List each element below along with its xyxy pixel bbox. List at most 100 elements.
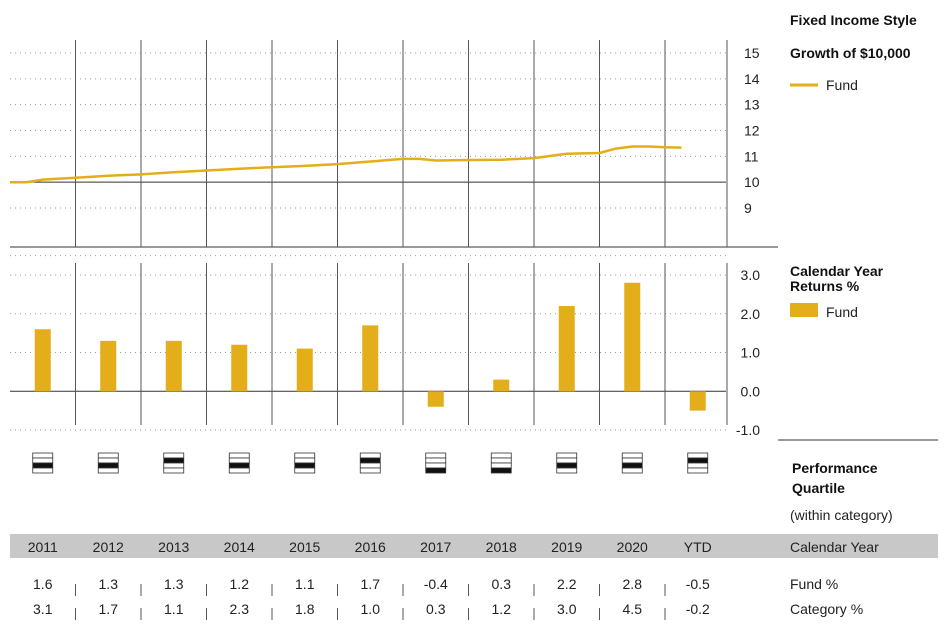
returns-tick-label: -1.0	[736, 422, 760, 438]
fund-return-row: 1.6 1.3 1.3 1.2 1.1 1.7 -0.4 0.3 2.2 2.8 -0.5	[33, 576, 710, 592]
returns-tick-label: 3.0	[741, 267, 761, 283]
fund-return-cell: 1.2	[230, 576, 250, 592]
quartile-cell	[621, 467, 643, 474]
category-return-cell: 0.3	[426, 601, 446, 617]
return-bar-2017	[427, 391, 444, 407]
returns-bars	[34, 282, 706, 411]
year-label: 2019	[551, 539, 582, 555]
fund-return-cell: 1.6	[33, 576, 53, 592]
quartile-cell	[425, 452, 447, 459]
growth-tick-label: 13	[744, 97, 760, 113]
return-bar-2020	[624, 282, 641, 392]
quartile-icon-2019	[556, 452, 578, 474]
quartile-cell	[687, 467, 709, 474]
quartile-icon-2013	[163, 452, 185, 474]
quartile-cell	[97, 467, 119, 474]
fund-return-cell: 1.7	[361, 576, 381, 592]
quartile-icon-2014	[228, 452, 250, 474]
quartile-icon-2015	[294, 452, 316, 474]
growth-tick-label: 11	[744, 148, 759, 164]
quartile-cell	[32, 452, 54, 459]
quartile-cell-filled	[425, 467, 447, 474]
quartile-cell	[163, 462, 185, 469]
year-label: 2013	[158, 539, 189, 555]
quartile-cell-filled	[163, 457, 185, 464]
year-label: 2020	[617, 539, 648, 555]
quartile-cell	[32, 467, 54, 474]
year-label: 2011	[28, 539, 58, 555]
style-title: Fixed Income Style	[790, 12, 917, 28]
quartile-icon-2020	[621, 452, 643, 474]
quartile-cell	[359, 467, 381, 474]
quartile-cell	[97, 452, 119, 459]
fund-return-cell: 0.3	[492, 576, 512, 592]
category-return-cell: 1.1	[164, 601, 184, 617]
category-return-row: 3.1 1.7 1.1 2.3 1.8 1.0 0.3 1.2 3.0 4.5 -0.2	[33, 601, 710, 617]
fund-return-cell: 1.1	[295, 576, 315, 592]
quartile-cell	[97, 457, 119, 464]
fund-row-label: Fund %	[790, 576, 838, 592]
return-bar-2012	[100, 340, 117, 392]
quartile-cell-filled	[490, 467, 512, 474]
year-row: 2011 2012 2013 2014 2015 2016 2017 2018 2019 2020…	[28, 539, 712, 555]
category-return-cell: 4.5	[623, 601, 643, 617]
fund-return-cell: -0.5	[686, 576, 710, 592]
quartile-cell	[228, 452, 250, 459]
returns-tick-label: 1.0	[741, 345, 761, 361]
returns-legend-swatch	[790, 303, 818, 317]
category-return-cell: -0.2	[686, 601, 710, 617]
returns-legend-label: Fund	[826, 304, 858, 320]
quartile-cell	[556, 457, 578, 464]
return-bar-YTD	[689, 391, 706, 411]
quartile-cell	[228, 467, 250, 474]
return-bar-2018	[493, 379, 510, 392]
quartile-subtitle: (within category)	[790, 507, 893, 523]
fund-return-cell: 1.3	[99, 576, 119, 592]
growth-tick-label: 9	[744, 200, 752, 216]
year-label: 2014	[224, 539, 255, 555]
quartile-icon-2018	[490, 452, 512, 474]
return-bar-2013	[165, 340, 182, 392]
quartile-cell	[687, 462, 709, 469]
category-return-cell: 3.0	[557, 601, 577, 617]
fund-return-cell: -0.4	[424, 576, 448, 592]
return-bar-2015	[296, 348, 313, 392]
returns-y-axis: -1.0 0.0 1.0 2.0 3.0	[736, 267, 760, 438]
year-row-label: Calendar Year	[790, 539, 879, 555]
growth-tick-label: 15	[744, 45, 760, 61]
quartile-cell	[294, 452, 316, 459]
quartile-cell-filled	[228, 462, 250, 469]
category-return-cell: 1.0	[361, 601, 381, 617]
quartile-icon-2011	[32, 452, 54, 474]
quartile-cell	[556, 467, 578, 474]
year-label: 2017	[420, 539, 451, 555]
category-return-cell: 3.1	[33, 601, 53, 617]
returns-tick-label: 0.0	[741, 383, 761, 399]
quartile-title: Performance Quartile	[792, 460, 881, 496]
quartile-cell	[32, 457, 54, 464]
year-row-background	[10, 534, 938, 558]
year-label: YTD	[684, 539, 712, 555]
quartile-icon-2017	[425, 452, 447, 474]
quartile-cell	[359, 452, 381, 459]
growth-legend-label: Fund	[826, 77, 858, 93]
quartile-cell	[163, 452, 185, 459]
returns-tick-label: 2.0	[741, 306, 761, 322]
quartile-icon-YTD	[687, 452, 709, 474]
return-bar-2016	[362, 325, 379, 392]
quartile-cell	[425, 457, 447, 464]
return-bar-2014	[231, 344, 248, 392]
quartile-cell	[687, 452, 709, 459]
year-label: 2016	[355, 539, 386, 555]
quartile-cell-filled	[97, 462, 119, 469]
quartile-icon-2016	[359, 452, 381, 474]
quartile-cell	[621, 452, 643, 459]
fund-return-cell: 2.8	[623, 576, 643, 592]
quartile-cell	[490, 462, 512, 469]
quartile-cell-filled	[32, 462, 54, 469]
quartile-icon-2012	[97, 452, 119, 474]
category-row-label: Category %	[790, 601, 863, 617]
year-label: 2012	[93, 539, 124, 555]
growth-tick-label: 12	[744, 123, 760, 139]
quartile-cell	[359, 462, 381, 469]
